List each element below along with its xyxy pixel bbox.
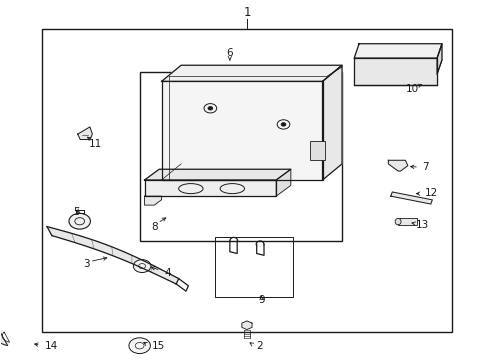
Bar — [215, 237, 293, 297]
Text: 1: 1 — [243, 6, 250, 19]
Text: 8: 8 — [151, 222, 157, 231]
Polygon shape — [144, 180, 276, 196]
Polygon shape — [353, 44, 441, 58]
Text: 4: 4 — [163, 268, 170, 278]
Polygon shape — [144, 196, 161, 205]
Text: 2: 2 — [256, 341, 263, 351]
Text: 9: 9 — [258, 295, 264, 305]
Circle shape — [133, 260, 151, 273]
Bar — [140, 72, 341, 241]
Circle shape — [207, 107, 212, 110]
Text: 11: 11 — [89, 139, 102, 149]
Polygon shape — [78, 127, 92, 139]
Polygon shape — [161, 65, 341, 81]
Polygon shape — [161, 81, 322, 180]
Circle shape — [129, 338, 150, 354]
Bar — [397, 219, 416, 225]
Text: 5: 5 — [73, 207, 80, 217]
Polygon shape — [144, 169, 290, 180]
Text: 3: 3 — [82, 259, 89, 269]
Text: 14: 14 — [44, 341, 58, 351]
Polygon shape — [276, 169, 290, 196]
Text: 10: 10 — [406, 84, 418, 94]
Text: 7: 7 — [422, 162, 428, 172]
Polygon shape — [47, 226, 178, 284]
Polygon shape — [0, 330, 10, 346]
Text: 6: 6 — [226, 48, 233, 58]
Ellipse shape — [394, 219, 400, 225]
Circle shape — [281, 123, 285, 126]
Bar — [310, 140, 325, 160]
Polygon shape — [436, 44, 441, 74]
Polygon shape — [353, 58, 436, 85]
Polygon shape — [390, 192, 431, 204]
Polygon shape — [242, 321, 251, 329]
Text: 15: 15 — [152, 341, 165, 351]
Text: 13: 13 — [415, 220, 428, 230]
Bar — [42, 30, 451, 332]
Text: 12: 12 — [424, 188, 437, 198]
Polygon shape — [322, 65, 341, 180]
Polygon shape — [387, 160, 407, 171]
Circle shape — [69, 213, 90, 229]
